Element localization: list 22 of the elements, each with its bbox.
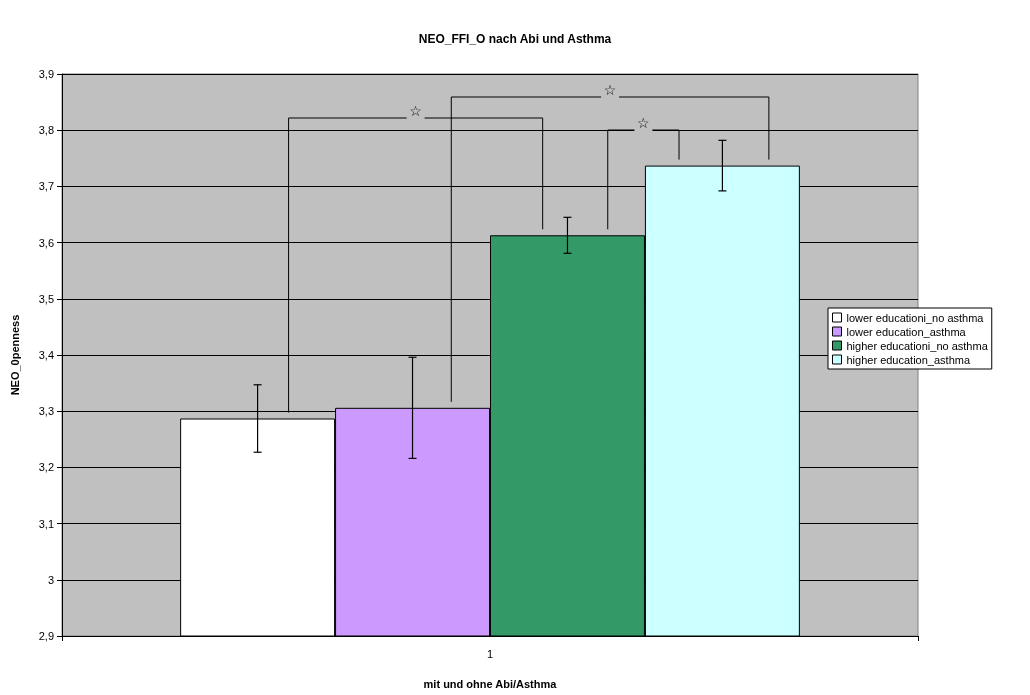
legend-label: lower education_asthma xyxy=(846,325,967,338)
y-tick-label: 3,3 xyxy=(38,405,54,418)
y-tick-label: 2,9 xyxy=(38,630,54,642)
y-axis-title: NEO_0penness xyxy=(8,314,21,396)
y-tick-label: 3,2 xyxy=(38,461,54,474)
annotation: ☆ xyxy=(409,103,422,119)
x-axis-title: mit und ohne Abi/Asthma xyxy=(423,677,558,690)
y-tick-label: 3,4 xyxy=(38,349,54,361)
y-tick-label: 3,8 xyxy=(38,124,54,137)
y-tick-label: 3 xyxy=(47,573,54,586)
y-tick-label: 3,7 xyxy=(38,180,54,193)
x-tick-label: 1 xyxy=(486,647,494,660)
chart-title: NEO_FFI_O nach Abi und Asthma xyxy=(418,32,612,46)
legend-label: lower educationi_no asthma xyxy=(846,311,985,324)
annotation: ☆ xyxy=(637,115,650,131)
legend-label: higher education_asthma xyxy=(846,353,971,366)
y-tick-label: 3,9 xyxy=(38,68,54,80)
y-tick-label: 3,6 xyxy=(38,236,54,249)
y-tick-label: 3,1 xyxy=(38,517,54,530)
legend-label: higher educationi_no asthma xyxy=(846,339,989,352)
annotation: ☆ xyxy=(603,82,617,98)
y-tick-label: 3,5 xyxy=(38,292,54,305)
